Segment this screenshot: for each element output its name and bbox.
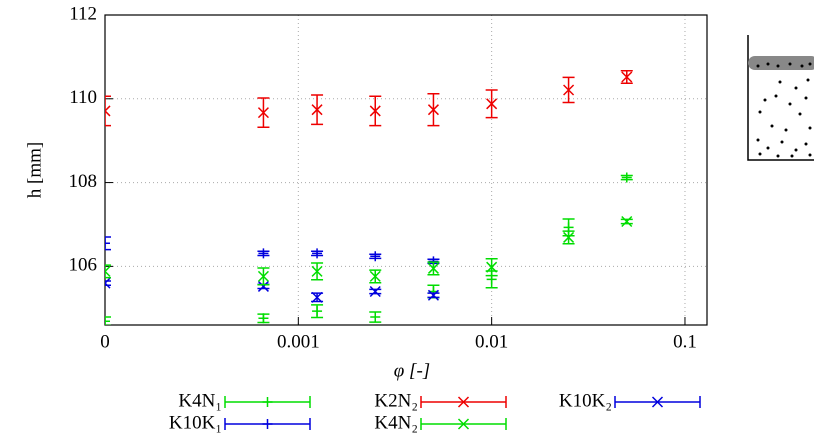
marker: [486, 98, 498, 110]
marker: [427, 289, 439, 301]
marker: [311, 291, 323, 303]
marker: [311, 104, 323, 116]
marker: [312, 306, 323, 317]
marker: [621, 215, 633, 228]
inset-illustration: [747, 35, 814, 161]
error-bar: [105, 316, 111, 325]
marker: [369, 270, 381, 282]
error-bar: [105, 280, 111, 286]
marker: [105, 238, 110, 249]
y-axis-label: h [mm]: [24, 142, 45, 198]
legend-sample: [420, 396, 507, 408]
marker: [457, 418, 470, 430]
y-tick-label: 106: [69, 255, 98, 276]
x-tick-label: 0.1: [673, 331, 697, 352]
x-axis-label: φ [-]: [394, 360, 430, 381]
marker: [262, 397, 273, 407]
marker: [257, 280, 269, 292]
legend-sample: [224, 418, 311, 430]
marker: [257, 270, 269, 282]
marker: [427, 104, 439, 116]
legend-sample: [614, 396, 701, 408]
y-tick-label: 108: [69, 171, 98, 192]
x-tick-label: 0.001: [277, 331, 320, 352]
marker: [651, 396, 664, 408]
marker: [621, 172, 632, 183]
marker: [486, 261, 498, 273]
legend-label: K2N₂: [374, 390, 418, 411]
marker: [105, 277, 111, 289]
marker: [105, 316, 110, 325]
x-tick-label: 0.01: [475, 331, 508, 352]
marker: [370, 251, 381, 262]
error-bar: [105, 264, 111, 279]
marker: [563, 84, 575, 96]
x-tick-label: 0: [100, 331, 110, 352]
marker: [457, 396, 470, 408]
marker: [427, 262, 439, 274]
legend-label: K10K₂: [559, 390, 612, 411]
marker: [621, 71, 633, 83]
marker: [312, 248, 323, 259]
marker: [258, 248, 269, 259]
marker: [105, 105, 111, 117]
legend-label: K4N₂: [374, 412, 418, 433]
marker: [370, 312, 381, 323]
marker: [311, 265, 323, 277]
legend-sample: [224, 396, 311, 408]
legend-sample: [420, 418, 507, 430]
marker: [258, 313, 269, 324]
marker: [262, 419, 273, 429]
y-tick-label: 110: [69, 87, 97, 108]
marker: [369, 285, 381, 298]
error-bar: [105, 95, 111, 127]
legend-label: K4N₁: [178, 390, 222, 411]
marker: [105, 265, 111, 277]
legend-label: K10K₁: [169, 412, 222, 433]
marker: [369, 105, 381, 117]
plot-frame: [104, 14, 708, 326]
marker: [257, 107, 269, 119]
y-tick-label: 112: [69, 3, 97, 24]
plot-area: [105, 69, 633, 325]
marker: [563, 231, 575, 243]
error-bar: [105, 236, 111, 251]
